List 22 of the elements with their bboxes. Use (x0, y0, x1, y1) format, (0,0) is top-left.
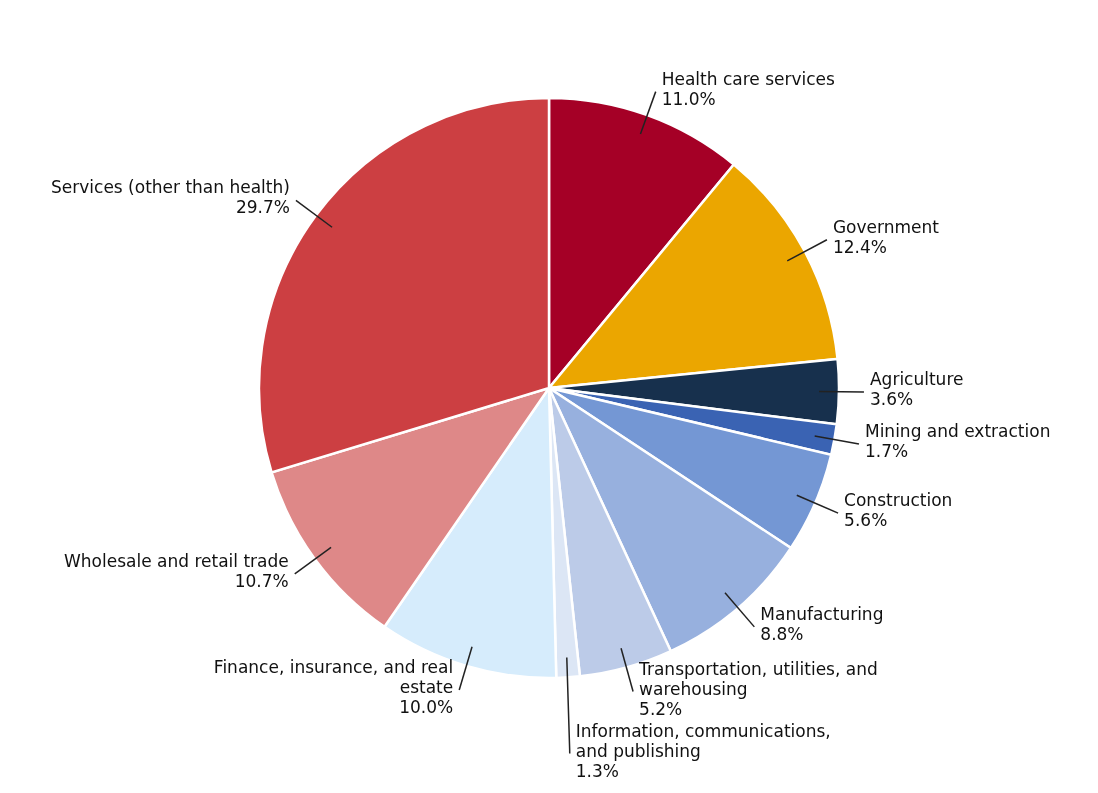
slice-label: Information, communications, and publishing (575, 720, 831, 761)
slice-label: Transportation, utilities, and warehousing (638, 658, 878, 699)
slice-label: Health care services (661, 68, 836, 89)
data-label: 10.0% (399, 696, 454, 717)
data-label: 10.7% (234, 570, 289, 591)
data-label: 3.6% (869, 388, 914, 409)
slice-label: Agriculture (869, 368, 964, 389)
data-label: 29.7% (235, 197, 290, 218)
data-label: 11.0% (661, 88, 716, 109)
data-label: 12.4% (832, 236, 887, 257)
slice-label: Manufacturing (760, 603, 884, 624)
data-label: 8.8% (760, 623, 804, 644)
slice-label: Mining and extraction (864, 421, 1051, 442)
data-label: 5.6% (844, 510, 888, 531)
slice-label: Construction (844, 490, 953, 511)
slice-label: Wholesale and retail trade (63, 550, 289, 571)
data-label: 1.7% (864, 441, 909, 462)
data-label: 5.2% (639, 698, 683, 719)
slice-label: Finance, insurance, and real estate (213, 656, 454, 697)
slice-label: Government (832, 216, 940, 237)
slice-label: Services (other than health) (51, 177, 290, 198)
data-label: 1.3% (575, 760, 619, 781)
